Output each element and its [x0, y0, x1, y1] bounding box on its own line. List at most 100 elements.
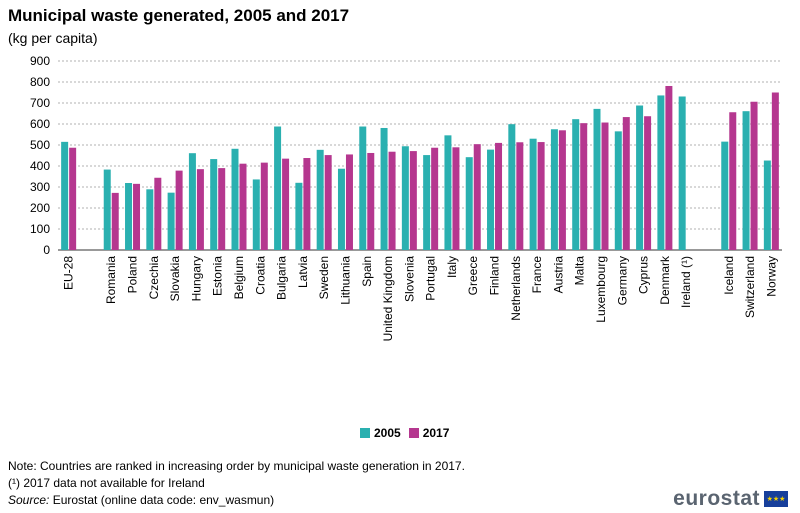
x-tick-label-bulgaria: Bulgaria	[275, 256, 289, 300]
x-tick-label-netherlands: Netherlands	[509, 256, 523, 321]
bar-2017-slovenia	[409, 151, 417, 250]
bar-2005-poland	[125, 183, 133, 250]
bar-2017-hungary	[196, 169, 204, 250]
bar-2005-slovenia	[401, 146, 409, 250]
bar-2017-malta	[580, 123, 588, 250]
note-source: Source: Eurostat (online data code: env_…	[8, 492, 465, 509]
y-tick-label-800: 800	[30, 75, 50, 89]
x-tick-label-italy: Italy	[445, 256, 459, 278]
x-tick-label-germany: Germany	[615, 256, 629, 305]
bar-2005-spain	[359, 126, 367, 250]
x-tick-label-czechia: Czechia	[147, 256, 161, 300]
y-tick-label-200: 200	[30, 201, 50, 215]
bar-2005-ireland-	[678, 96, 686, 251]
bar-2017-eu-28	[69, 147, 77, 250]
bar-2017-united-kingdom	[388, 151, 396, 250]
bar-2005-netherlands	[508, 124, 516, 250]
bar-2005-united-kingdom	[380, 127, 388, 250]
bar-2017-estonia	[218, 168, 226, 250]
bar-2017-iceland	[729, 112, 737, 251]
x-tick-label-belgium: Belgium	[232, 256, 246, 299]
bar-2017-cyprus	[644, 116, 652, 250]
x-tick-label-latvia: Latvia	[296, 256, 310, 288]
bar-2005-denmark	[657, 95, 665, 250]
bar-2005-belgium	[231, 148, 239, 250]
x-tick-label-estonia: Estonia	[211, 256, 225, 296]
legend-label-2017: 2017	[422, 426, 450, 440]
bar-2005-norway	[763, 160, 771, 250]
legend-item-2017: 2017	[408, 426, 450, 440]
chart-subtitle: (kg per capita)	[8, 30, 98, 46]
bar-2005-germany	[614, 131, 622, 250]
bar-2017-luxembourg	[601, 122, 609, 250]
bar-2005-hungary	[188, 153, 196, 250]
x-tick-label-ireland-: Ireland (¹)	[679, 256, 693, 308]
bar-2017-france	[537, 142, 545, 250]
x-tick-label-austria: Austria	[551, 256, 565, 294]
y-tick-label-700: 700	[30, 96, 50, 110]
x-tick-label-greece: Greece	[466, 256, 480, 296]
chart-title: Municipal waste generated, 2005 and 2017	[8, 6, 350, 25]
bar-2017-denmark	[665, 85, 673, 251]
note-ranking: Note: Countries are ranked in increasing…	[8, 459, 465, 473]
bar-2005-croatia	[252, 179, 260, 250]
bar-2005-austria	[550, 129, 558, 250]
bar-2005-france	[529, 138, 537, 250]
x-tick-label-portugal: Portugal	[424, 256, 438, 301]
bar-2017-portugal	[431, 147, 439, 250]
bar-2005-sweden	[316, 149, 324, 250]
bar-2017-latvia	[303, 158, 311, 250]
chart-notes: Note: Countries are ranked in increasing…	[8, 458, 465, 509]
x-tick-label-spain: Spain	[360, 256, 374, 287]
bar-2005-bulgaria	[274, 126, 282, 250]
bar-2005-luxembourg	[593, 108, 601, 250]
bar-2005-slovakia	[167, 192, 175, 250]
brand-name: eurostat	[673, 487, 760, 510]
bar-2017-switzerland	[750, 101, 758, 251]
x-tick-label-switzerland: Switzerland	[743, 256, 757, 318]
x-tick-label-poland: Poland	[126, 256, 140, 293]
note-ireland: (¹) 2017 data not available for Ireland	[8, 476, 205, 490]
y-tick-label-0: 0	[43, 243, 50, 257]
y-tick-label-300: 300	[30, 180, 50, 194]
bar-2005-latvia	[295, 182, 303, 250]
x-tick-label-malta: Malta	[573, 256, 587, 286]
legend-item-2005: 2005	[360, 426, 401, 440]
x-tick-label-slovenia: Slovenia	[402, 256, 416, 302]
bar-2017-romania	[111, 192, 119, 250]
bar-2017-austria	[558, 130, 566, 250]
legend: 2005 2017	[360, 426, 457, 440]
y-tick-label-900: 900	[30, 54, 50, 68]
x-tick-label-slovakia: Slovakia	[168, 256, 182, 302]
bar-2017-germany	[622, 117, 630, 250]
bar-2017-croatia	[260, 162, 268, 250]
x-tick-label-france: France	[530, 256, 544, 294]
x-tick-label-cyprus: Cyprus	[637, 256, 651, 294]
x-tick-label-hungary: Hungary	[189, 256, 203, 301]
legend-swatch-2017	[408, 428, 419, 438]
legend-label-2005: 2005	[374, 426, 401, 440]
x-tick-label-sweden: Sweden	[317, 256, 331, 299]
bar-2005-malta	[572, 119, 580, 250]
x-tick-label-denmark: Denmark	[658, 255, 672, 305]
y-tick-label-600: 600	[30, 117, 50, 131]
eurostat-logo: eurostat ★★★	[673, 487, 788, 511]
source-text: Eurostat (online data code: env_wasmun)	[49, 493, 275, 507]
bar-2005-eu-28	[61, 141, 69, 250]
bar-2017-netherlands	[516, 142, 524, 250]
bar-2005-cyprus	[636, 105, 644, 251]
bar-2017-slovakia	[175, 170, 183, 250]
y-tick-label-100: 100	[30, 222, 50, 236]
bar-2005-lithuania	[337, 168, 345, 250]
bar-2005-estonia	[210, 159, 218, 250]
legend-swatch-2005	[360, 428, 370, 438]
x-tick-label-lithuania: Lithuania	[338, 256, 352, 305]
bar-2017-finland	[495, 142, 503, 250]
bar-2005-greece	[465, 157, 473, 250]
x-tick-label-croatia: Croatia	[253, 256, 267, 295]
bar-2005-czechia	[146, 189, 154, 250]
bar-2005-italy	[444, 135, 452, 250]
source-label: Source:	[8, 493, 50, 507]
bar-2017-greece	[473, 144, 481, 250]
bar-2005-switzerland	[742, 111, 750, 250]
